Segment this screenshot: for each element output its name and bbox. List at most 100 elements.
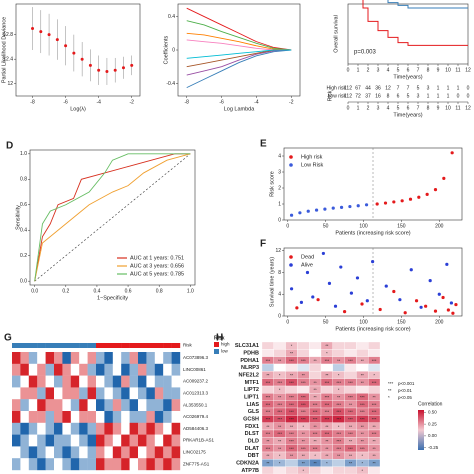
significance: ***	[336, 431, 341, 436]
significance: **	[361, 424, 365, 429]
significance: ***	[348, 394, 353, 399]
heatmap-cell	[37, 411, 46, 423]
x-tick-label: 0	[286, 319, 289, 325]
corr-cell	[309, 349, 322, 357]
row-label: AC026979.4	[183, 414, 209, 419]
corr-cell	[297, 349, 310, 357]
corr-cell	[344, 371, 357, 379]
heatmap-cell	[45, 458, 55, 471]
significance: **	[278, 424, 282, 429]
x-tick-label: -6	[63, 99, 68, 105]
x-tick-label: 9	[437, 67, 440, 73]
y-tick-label: 12	[7, 81, 13, 87]
significance: **	[266, 453, 270, 458]
risk-bar	[121, 343, 130, 348]
heatmap-cell	[12, 411, 21, 423]
risk-count: 5	[417, 85, 420, 91]
point	[454, 302, 458, 307]
point	[398, 298, 402, 302]
heatmap-cell	[87, 375, 97, 388]
significance: *	[338, 372, 340, 377]
significance: **	[278, 358, 282, 363]
point	[323, 207, 327, 211]
corr-cell	[285, 466, 298, 474]
heatmap-cell	[96, 387, 105, 400]
significance: ***	[301, 380, 306, 385]
row-label: PDHB	[243, 350, 259, 356]
legend-swatch	[214, 349, 219, 354]
significance: *	[326, 350, 328, 355]
row-label: NLRP3	[241, 365, 259, 371]
legend-label: AUC at 1 years: 0.751	[130, 255, 184, 261]
heatmap-cell	[20, 411, 29, 423]
point	[314, 208, 319, 212]
heatmap-cell	[171, 422, 181, 435]
point	[306, 209, 310, 213]
heatmap-cell	[154, 446, 164, 459]
row-label: GCSH	[243, 416, 259, 422]
risk-x-tick-label: 9	[437, 105, 440, 111]
corr-cell	[368, 466, 381, 474]
corr-cell	[261, 385, 274, 394]
heatmap-cell	[70, 352, 80, 364]
heatmap-cell	[112, 387, 122, 400]
corr-cell	[368, 349, 381, 357]
y-tick-label: 0.6	[20, 202, 27, 208]
significance: ***	[348, 416, 353, 421]
row-label: PRKAR1B-AS1	[183, 438, 215, 443]
significance: ***	[277, 416, 282, 421]
heatmap-cell	[121, 434, 130, 447]
legend-label: Dead	[301, 254, 314, 260]
significance: *	[338, 387, 340, 392]
heatmap-cell	[20, 399, 29, 412]
significance: ***	[266, 409, 271, 414]
risk-bar	[28, 343, 38, 348]
point	[408, 197, 413, 201]
significance: **	[337, 358, 341, 363]
point	[437, 292, 441, 296]
y-tick-label: 0	[278, 217, 281, 223]
corr-cell	[309, 466, 322, 474]
heatmap-cell	[79, 434, 88, 447]
significance: *	[326, 460, 328, 465]
heatmap-cell	[79, 446, 88, 459]
x-tick-label: 11	[455, 67, 460, 73]
heatmap-cell	[163, 458, 172, 471]
heatmap-cell	[129, 422, 139, 435]
y-tick-label: 0.4	[20, 228, 27, 234]
x-tick-label: 0.4	[93, 288, 100, 294]
heatmap-cell	[45, 375, 55, 388]
significance: ***	[336, 438, 341, 443]
heatmap-cell	[28, 352, 38, 364]
y-tick-label: 4	[278, 292, 281, 298]
heatmap-cell	[62, 458, 71, 471]
significance: ***	[289, 438, 294, 443]
corr-cell	[273, 341, 286, 350]
plot-frame	[15, 3, 141, 97]
risk-bar	[79, 343, 88, 348]
heatmap-cell	[87, 422, 97, 435]
panel-label: D	[6, 141, 13, 152]
risk-x-tick-label: 1	[357, 105, 360, 111]
heatmap-cell	[146, 446, 155, 459]
y-axis-label: Survival time (years)	[269, 257, 275, 307]
heatmap-cell	[146, 399, 155, 412]
corr-cell	[297, 363, 310, 372]
significance: **	[349, 460, 353, 465]
significance: ***	[348, 431, 353, 436]
significance: *	[314, 453, 316, 458]
heatmap-cell	[138, 411, 147, 423]
heatmap-cell	[54, 434, 63, 447]
heatmap-cell	[171, 375, 181, 388]
point	[342, 310, 347, 314]
risk-count: 0	[467, 93, 470, 99]
significance: ***	[325, 394, 330, 399]
heatmap-cell	[37, 399, 46, 412]
point	[299, 300, 304, 304]
significance: ***	[301, 402, 306, 407]
heatmap-cell	[54, 387, 63, 400]
heatmap-cell	[138, 422, 147, 435]
x-tick-label: 50	[323, 223, 329, 229]
point	[356, 204, 360, 208]
heatmap-cell	[12, 399, 21, 412]
